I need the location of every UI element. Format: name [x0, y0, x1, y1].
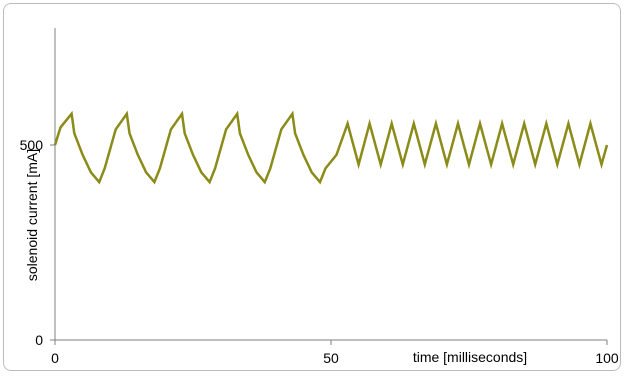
- y-tick-label: 500: [20, 137, 44, 153]
- series-group: [53, 110, 609, 185]
- x-tick-label: 50: [323, 350, 339, 366]
- series-line: [53, 110, 609, 185]
- chart-frame: [3, 3, 621, 371]
- y-ticks: 0 500: [20, 137, 55, 348]
- x-tick-label: 0: [51, 350, 59, 366]
- x-ticks: 0 50 100: [51, 340, 619, 366]
- x-tick-label: 100: [595, 350, 619, 366]
- y-axis-title: solenoid current [mA]: [24, 149, 40, 281]
- x-axis-title: time [milliseconds]: [413, 349, 527, 365]
- chart-axes: [54, 28, 607, 341]
- y-tick-label: 0: [35, 332, 43, 348]
